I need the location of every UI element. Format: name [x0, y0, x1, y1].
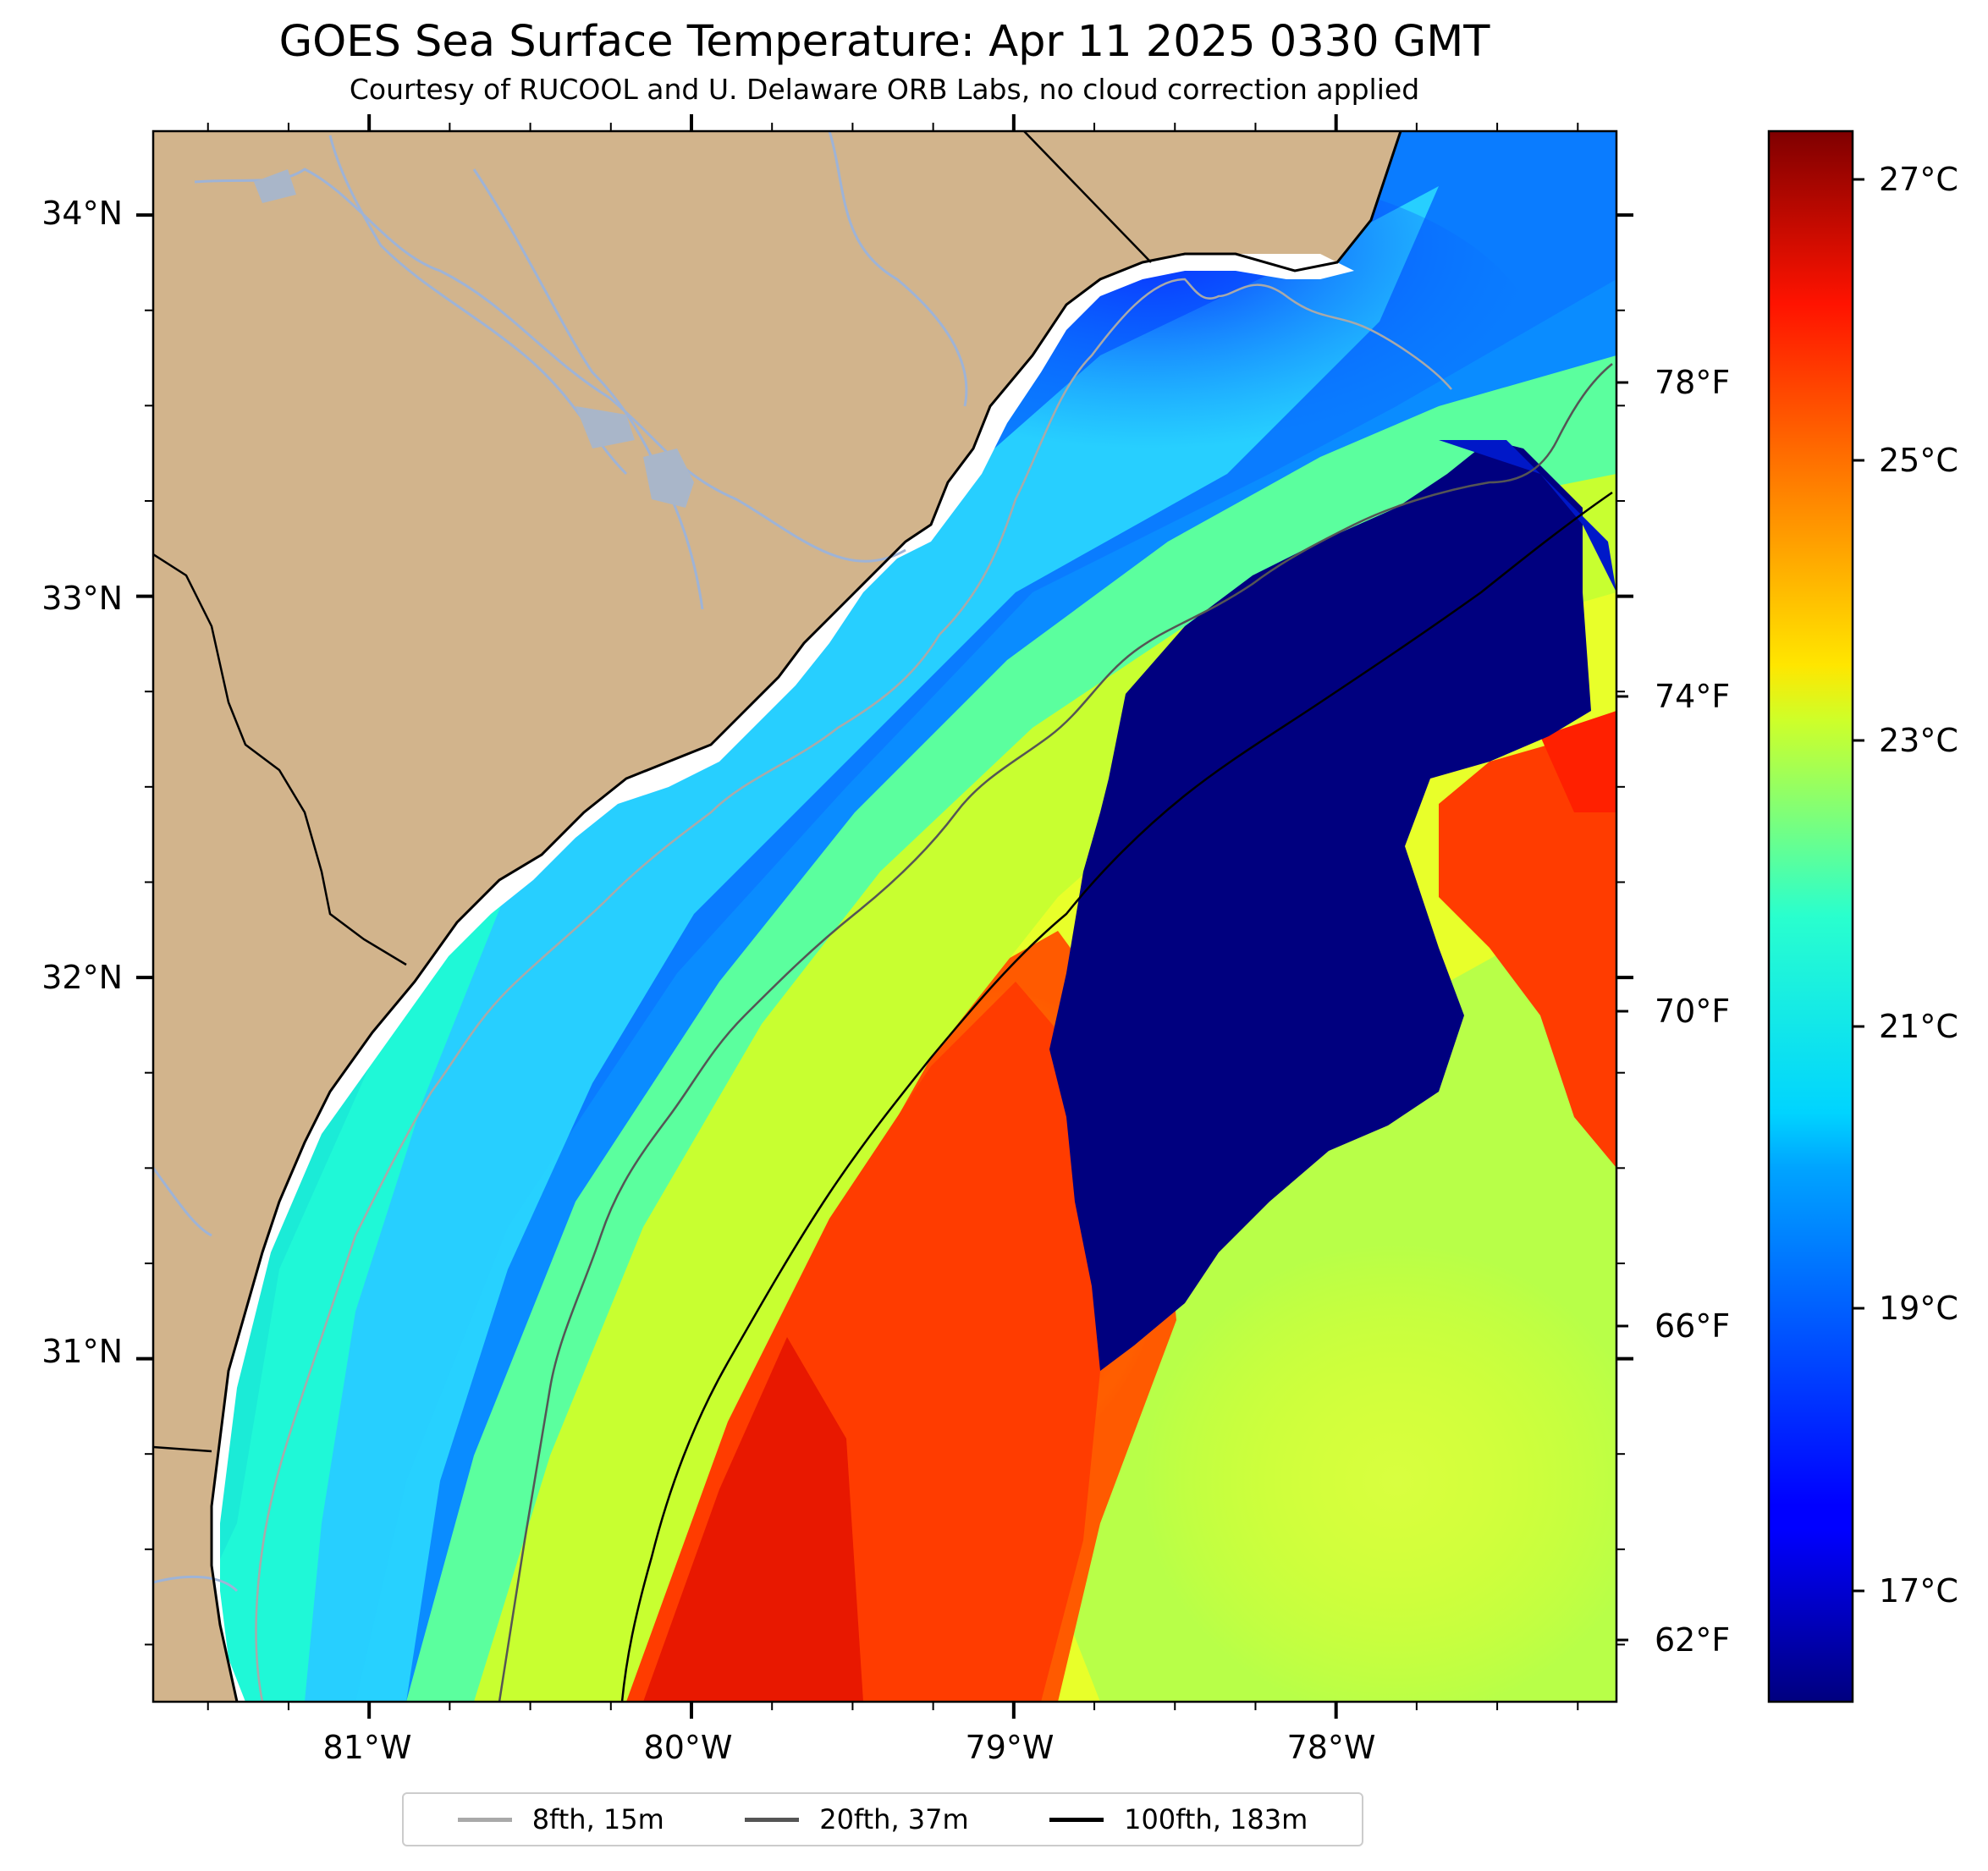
map-title: GOES Sea Surface Temperature: Apr 11 202…	[278, 17, 1490, 67]
land-mass	[153, 131, 1401, 1702]
lon-label-80: 80°W	[644, 1729, 733, 1766]
legend-item-20fth: 20fth, 37m	[745, 1803, 969, 1835]
state-borders	[153, 131, 1152, 1453]
lakes	[254, 169, 694, 508]
lon-label-81: 81°W	[323, 1729, 412, 1766]
isobath-8fth	[255, 278, 1452, 1702]
f-label-62: 62°F	[1655, 1621, 1730, 1659]
colorbar: 27°C 25°C 23°C 21°C 19°C 17°C	[1767, 129, 1958, 1703]
colorbar-gradient	[1767, 129, 1854, 1703]
map-frame	[151, 129, 1618, 1703]
legend-label-100fth: 100fth, 183m	[1124, 1803, 1308, 1835]
c-label-21: 21°C	[1879, 1008, 1958, 1045]
legend-item-100fth: 100fth, 183m	[1049, 1803, 1308, 1835]
legend-item-8fth: 8fth, 15m	[457, 1803, 664, 1835]
lon-labels: 81°W 80°W 79°W 78°W	[323, 1729, 1376, 1766]
f-label-74: 74°F	[1655, 678, 1730, 715]
c-label-25: 25°C	[1879, 442, 1958, 479]
c-label-27: 27°C	[1879, 161, 1958, 198]
legend-swatch-8fth	[457, 1817, 512, 1822]
fahrenheit-labels: 78°F 74°F 70°F 66°F 62°F	[1655, 364, 1730, 1659]
c-label-19: 19°C	[1879, 1290, 1958, 1327]
legend-label-8fth: 8fth, 15m	[531, 1803, 664, 1835]
lat-labels: 34°N 33°N 32°N 31°N	[41, 195, 123, 1370]
lat-label-33: 33°N	[41, 580, 123, 617]
legend-swatch-20fth	[745, 1817, 800, 1822]
lat-label-32: 32°N	[41, 959, 123, 996]
lat-label-31: 31°N	[41, 1333, 123, 1370]
legend-swatch-100fth	[1049, 1817, 1104, 1822]
f-label-66: 66°F	[1655, 1307, 1730, 1345]
isobath-100fth	[620, 491, 1613, 1702]
axis-ticks	[136, 114, 1633, 1719]
c-label-17: 17°C	[1879, 1572, 1958, 1610]
f-label-70: 70°F	[1655, 993, 1730, 1030]
f-label-78: 78°F	[1655, 364, 1730, 401]
fahrenheit-ticks	[1616, 381, 1628, 1642]
map-subtitle: Courtesy of RUCOOL and U. Delaware ORB L…	[349, 73, 1420, 106]
c-label-23: 23°C	[1879, 722, 1958, 759]
lat-label-34: 34°N	[41, 195, 123, 232]
legend-label-20fth: 20fth, 37m	[819, 1803, 969, 1835]
lon-label-78: 78°W	[1287, 1729, 1376, 1766]
coastline	[210, 131, 1402, 1702]
isobath-20fth	[498, 363, 1613, 1702]
lon-label-79: 79°W	[966, 1729, 1055, 1766]
isobath-legend: 8fth, 15m 20fth, 37m 100fth, 183m	[402, 1792, 1363, 1846]
